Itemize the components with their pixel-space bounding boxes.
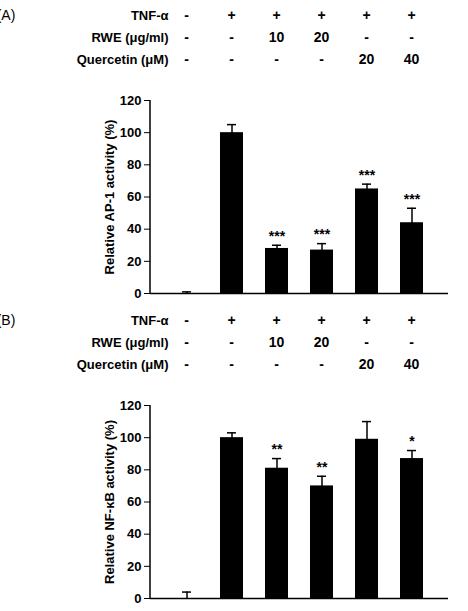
svg-text:-: - (274, 356, 279, 372)
svg-text:***: *** (269, 228, 286, 244)
svg-text:-: - (184, 356, 189, 372)
svg-text:-: - (229, 51, 234, 67)
svg-text:40: 40 (127, 526, 141, 541)
svg-text:20: 20 (359, 356, 375, 372)
svg-text:120: 120 (120, 398, 142, 413)
svg-text:-: - (229, 334, 234, 350)
svg-text:+: + (317, 312, 325, 328)
svg-text:RWE (μg/ml): RWE (μg/ml) (91, 30, 168, 45)
svg-text:-: - (229, 356, 234, 372)
svg-text:20: 20 (127, 558, 141, 573)
svg-text:+: + (227, 312, 235, 328)
svg-text:**: ** (272, 441, 283, 457)
svg-text:100: 100 (120, 430, 142, 445)
svg-text:20: 20 (127, 253, 141, 268)
svg-text:-: - (364, 334, 369, 350)
svg-text:+: + (407, 7, 415, 23)
svg-text:Relative NF-κB activity (%): Relative NF-κB activity (%) (102, 420, 117, 584)
svg-text:10: 10 (269, 334, 285, 350)
svg-text:-: - (319, 356, 324, 372)
svg-text:Quercetin (μM): Quercetin (μM) (77, 52, 169, 67)
svg-text:-: - (409, 29, 414, 45)
svg-text:(A): (A) (0, 7, 15, 23)
svg-text:***: *** (404, 191, 421, 207)
svg-text:TNF-α: TNF-α (131, 8, 169, 23)
svg-text:*: * (409, 433, 415, 449)
svg-text:80: 80 (127, 462, 141, 477)
svg-text:(B): (B) (0, 312, 15, 328)
svg-text:-: - (184, 7, 189, 23)
svg-text:40: 40 (404, 356, 420, 372)
svg-text:40: 40 (404, 51, 420, 67)
svg-text:+: + (272, 7, 280, 23)
svg-text:0: 0 (134, 286, 141, 301)
svg-text:0: 0 (134, 591, 141, 606)
svg-text:Relative AP-1 activity (%): Relative AP-1 activity (%) (102, 120, 117, 275)
svg-text:-: - (184, 312, 189, 328)
svg-text:-: - (184, 334, 189, 350)
svg-text:-: - (229, 29, 234, 45)
svg-text:60: 60 (127, 494, 141, 509)
svg-text:120: 120 (120, 93, 142, 108)
svg-text:20: 20 (314, 29, 330, 45)
svg-text:20: 20 (359, 51, 375, 67)
svg-text:-: - (274, 51, 279, 67)
svg-text:**: ** (317, 459, 328, 475)
svg-text:+: + (407, 312, 415, 328)
svg-text:+: + (227, 7, 235, 23)
svg-text:Quercetin (μM): Quercetin (μM) (77, 357, 169, 372)
svg-text:***: *** (314, 226, 331, 242)
svg-text:+: + (362, 7, 370, 23)
svg-text:RWE (μg/ml): RWE (μg/ml) (91, 335, 168, 350)
svg-text:-: - (409, 334, 414, 350)
svg-text:+: + (272, 312, 280, 328)
svg-text:-: - (184, 51, 189, 67)
svg-text:TNF-α: TNF-α (131, 313, 169, 328)
svg-text:100: 100 (120, 125, 142, 140)
svg-text:+: + (317, 7, 325, 23)
svg-text:-: - (319, 51, 324, 67)
svg-text:10: 10 (269, 29, 285, 45)
svg-text:***: *** (359, 167, 376, 183)
svg-text:+: + (362, 312, 370, 328)
svg-text:80: 80 (127, 157, 141, 172)
svg-text:40: 40 (127, 221, 141, 236)
svg-text:60: 60 (127, 189, 141, 204)
svg-text:20: 20 (314, 334, 330, 350)
svg-text:-: - (364, 29, 369, 45)
svg-text:-: - (184, 29, 189, 45)
